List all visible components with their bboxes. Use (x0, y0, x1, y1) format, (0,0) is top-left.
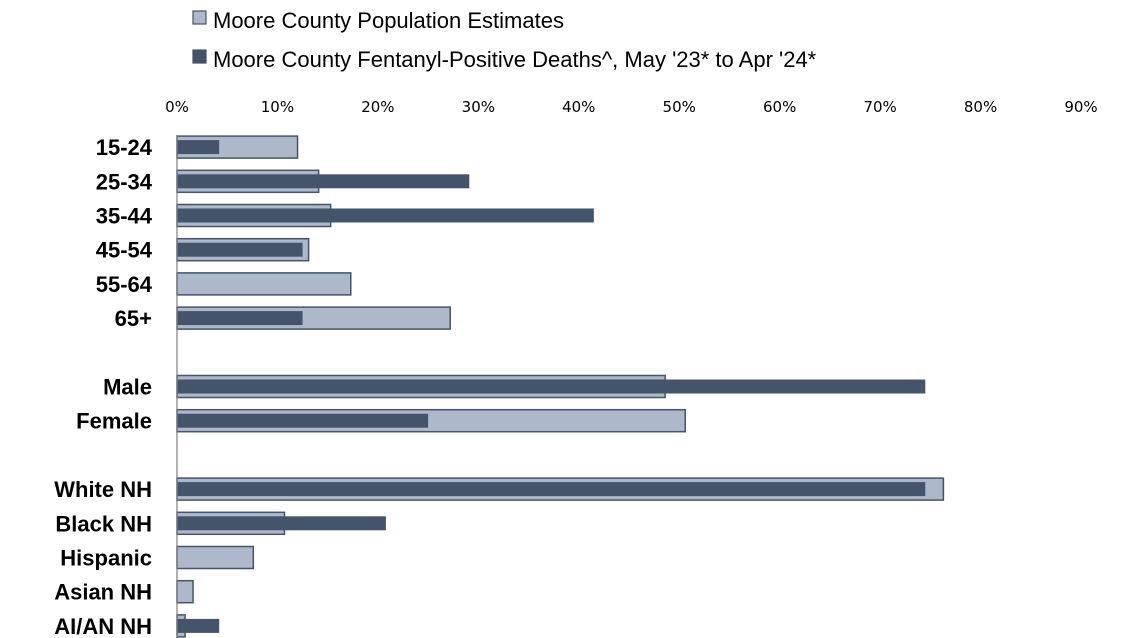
x-tick-label: 40% (562, 98, 595, 116)
category-labels: 15-24 25-34 35-44 45-54 55-64 65+ Male Female Wh… (54, 135, 153, 638)
bar-deaths (177, 618, 220, 633)
bar-deaths (177, 208, 594, 223)
legend-item-deaths: Moore County Fentanyl-Positive Deaths^, … (192, 47, 817, 72)
category-label: 55-64 (96, 272, 153, 297)
bar-deaths (177, 140, 220, 155)
x-tick-label: 50% (663, 98, 696, 116)
category-label: 35-44 (96, 204, 153, 229)
x-tick-label: 90% (1064, 98, 1097, 116)
category-label: Male (103, 375, 152, 400)
bar-deaths (177, 242, 303, 257)
bar-population (176, 272, 352, 296)
bar-deaths (177, 379, 926, 394)
bar-deaths (177, 174, 470, 189)
category-label: 25-34 (96, 169, 153, 194)
bar-deaths (177, 413, 429, 428)
bar-deaths (177, 482, 926, 497)
x-axis-ticks: 0% 10% 20% 30% 40% 50% 60% 70% 80% 90% (165, 98, 1098, 116)
bars (176, 135, 945, 638)
category-label: Female (76, 409, 152, 434)
x-tick-label: 60% (763, 98, 796, 116)
x-tick-label: 20% (361, 98, 394, 116)
bar-population (176, 579, 194, 604)
x-tick-label: 10% (261, 98, 294, 116)
legend-swatch-deaths (192, 49, 207, 64)
category-label: 15-24 (96, 135, 153, 160)
category-label: Black NH (55, 511, 152, 536)
x-tick-label: 30% (462, 98, 495, 116)
legend-swatch-population (192, 10, 207, 25)
legend-label-deaths: Moore County Fentanyl-Positive Deaths^, … (213, 47, 817, 72)
x-tick-label: 0% (165, 98, 189, 116)
bar-deaths (177, 516, 386, 531)
category-label: Hispanic (60, 546, 152, 571)
x-tick-label: 80% (964, 98, 997, 116)
bar-deaths (177, 311, 303, 326)
legend-label-population: Moore County Population Estimates (213, 8, 564, 33)
legend: Moore County Population Estimates Moore … (192, 8, 817, 72)
legend-item-population: Moore County Population Estimates (192, 8, 564, 33)
bar-population (176, 545, 255, 570)
category-label: AI/AN NH (54, 614, 152, 638)
category-label: White NH (54, 477, 152, 502)
category-label: 45-54 (96, 238, 153, 263)
category-label: 65+ (115, 306, 152, 331)
category-label: Asian NH (54, 580, 152, 605)
x-tick-label: 70% (863, 98, 896, 116)
